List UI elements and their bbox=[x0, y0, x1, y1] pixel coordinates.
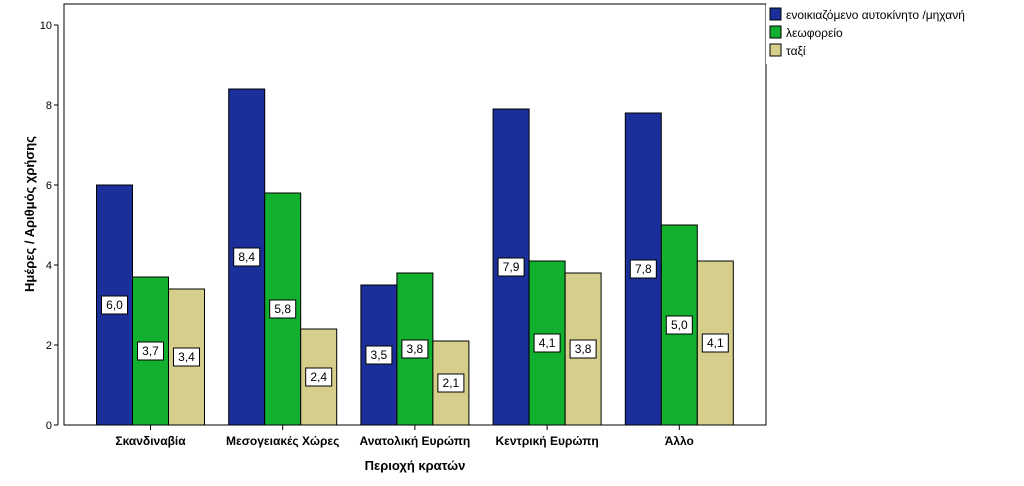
data-label: 2,4 bbox=[310, 370, 327, 384]
data-label-box bbox=[533, 333, 561, 353]
data-label-box bbox=[437, 373, 465, 393]
data-label: 5,0 bbox=[671, 318, 688, 332]
data-label-box bbox=[269, 299, 297, 319]
legend-swatch bbox=[769, 25, 782, 39]
legend-background bbox=[766, 4, 1020, 64]
data-labels-layer: 6,0 8,4 3,5 7,9 7,8 3,7 5,8 3,8 4,1 5,0 3,4 2,4 2,1 3… bbox=[101, 247, 729, 393]
data-label-box bbox=[401, 339, 429, 359]
legend-label: λεωφορείο bbox=[786, 26, 843, 40]
legend-swatch bbox=[769, 7, 782, 21]
data-label-box bbox=[101, 295, 128, 315]
data-label: 5,8 bbox=[274, 302, 291, 316]
data-label: 4,1 bbox=[539, 336, 556, 350]
x-category-label: Κεντρική Ευρώπη bbox=[495, 434, 598, 448]
legend-label: ταξί bbox=[786, 44, 806, 58]
data-label-box bbox=[305, 367, 333, 387]
data-label: 7,8 bbox=[635, 262, 652, 276]
y-tick-label: 8 bbox=[46, 100, 52, 112]
y-tick-label: 6 bbox=[46, 180, 52, 192]
data-label-box bbox=[569, 339, 597, 359]
x-axis-title: Περιοχή κρατών bbox=[365, 458, 466, 473]
x-category-label: Άλλο bbox=[665, 434, 694, 448]
data-label-box bbox=[497, 257, 525, 277]
data-label-box bbox=[137, 341, 164, 361]
data-label: 4,1 bbox=[707, 336, 724, 350]
data-label: 3,5 bbox=[371, 348, 388, 362]
data-label: 8,4 bbox=[238, 250, 255, 264]
data-label: 7,9 bbox=[503, 260, 520, 274]
data-label-box bbox=[173, 347, 200, 367]
y-tick-label: 10 bbox=[40, 20, 52, 32]
data-label: 3,8 bbox=[575, 342, 592, 356]
x-axis: Σκανδιναβία Μεσογειακές Χώρες Ανατολική Ευ… bbox=[115, 425, 694, 448]
data-label: 6,0 bbox=[106, 298, 123, 312]
y-axis-title: Ημέρες / Αριθμός χρήσης bbox=[22, 136, 37, 292]
legend-label: ενοικιαζόμενο αυτοκίνητο /μηχανή bbox=[786, 8, 965, 22]
data-label-box bbox=[665, 315, 693, 335]
legend: ενοικιαζόμενο αυτοκίνητο /μηχανή λεωφορεί… bbox=[766, 4, 1020, 64]
x-category-label: Ανατολική Ευρώπη bbox=[360, 434, 471, 448]
x-category-label: Μεσογειακές Χώρες bbox=[226, 434, 339, 448]
data-label-box bbox=[233, 247, 261, 267]
data-label-box bbox=[629, 259, 657, 279]
y-tick-label: 0 bbox=[46, 420, 52, 432]
x-category-label: Σκανδιναβία bbox=[115, 434, 186, 448]
data-label: 3,8 bbox=[407, 342, 424, 356]
y-axis: 0 2 4 6 8 10 bbox=[40, 20, 59, 432]
data-label: 3,7 bbox=[142, 344, 159, 358]
data-label: 2,1 bbox=[443, 376, 460, 390]
y-tick-label: 4 bbox=[46, 260, 52, 272]
data-label-box bbox=[701, 333, 729, 353]
y-tick-label: 2 bbox=[46, 340, 52, 352]
data-label: 3,4 bbox=[178, 350, 195, 364]
data-label-box bbox=[365, 345, 393, 365]
legend-swatch bbox=[769, 43, 782, 57]
